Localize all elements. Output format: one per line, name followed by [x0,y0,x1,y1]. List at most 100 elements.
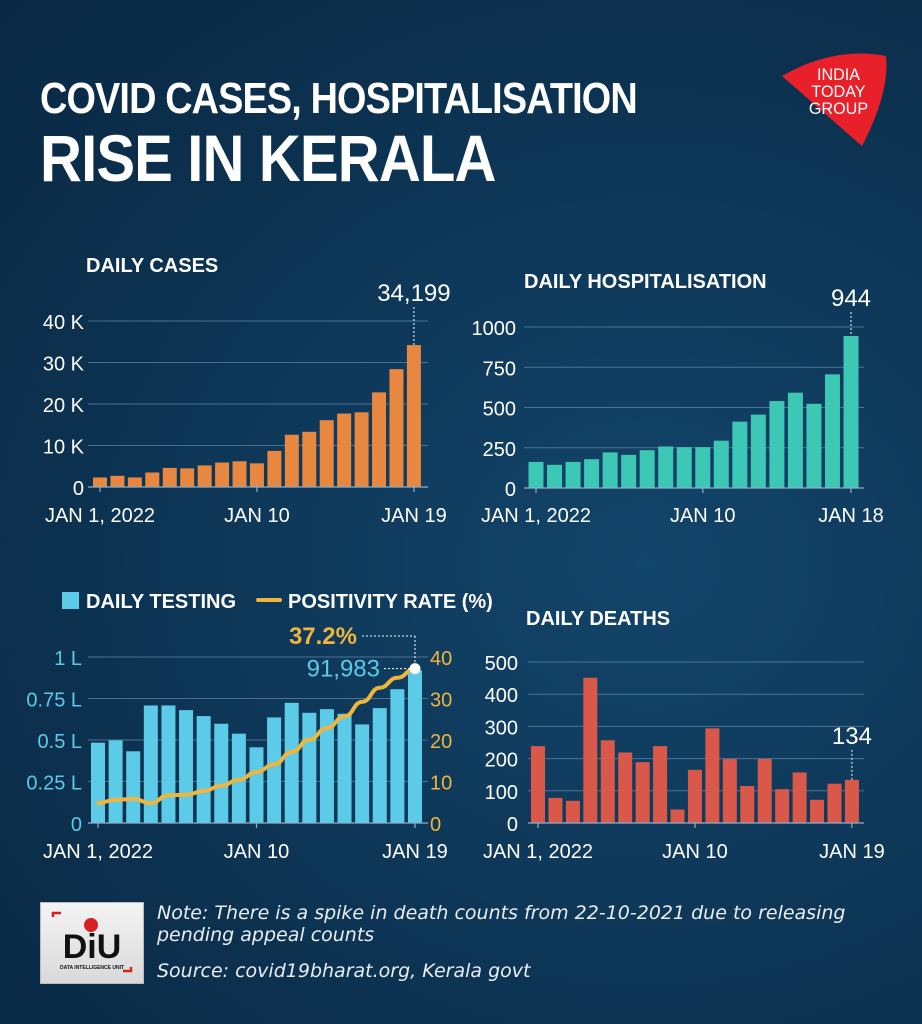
hosp-bar [584,459,600,488]
positivity-right-ytick-label: 20 [430,731,452,753]
deaths-bar [705,728,720,823]
positivity-right-ytick-label: 10 [430,773,452,795]
diu-logo-subtext: DATA INTELLIGENCE UNIT [60,965,124,971]
cases-ytick-label: 20 K [43,395,85,417]
hosp-xtick-label: JAN 18 [818,505,884,527]
hosp-bar [565,461,581,488]
logo-text-line3: GROUP [809,99,868,118]
cases-bar [267,450,282,487]
positivity-right-ytick-label: 40 [430,648,452,670]
cases-ytick-label: 40 K [43,312,85,334]
cases-bar [406,345,421,487]
positivity-right-ytick-label: 0 [430,814,441,836]
testing-annotation-label: 91,983 [307,656,380,683]
cases-ytick-label: 0 [73,478,84,500]
hosp-ytick-label: 500 [483,399,516,421]
testing-bar [390,689,405,823]
deaths-xtick-label: JAN 19 [819,841,885,863]
cases-bar [162,467,177,487]
deaths-ytick-label: 0 [507,814,518,836]
deaths-bar [792,772,807,823]
hosp-ytick-label: 750 [483,358,516,380]
diu-logo-text: DiU [63,928,122,966]
hosp-ytick-label: 0 [505,479,516,501]
deaths-ytick-label: 400 [485,685,518,707]
hosp-ytick-label: 250 [483,439,516,461]
deaths-xtick-label: JAN 10 [662,841,728,863]
testing-bar [196,716,211,823]
cases-bar [180,468,195,487]
hosp-bar [658,446,674,488]
hosp-xtick-label: JAN 1, 2022 [481,505,591,527]
cases-bar [302,431,317,487]
cases-ytick-label: 10 K [43,437,85,459]
testing-bar [302,712,317,823]
deaths-bar [687,769,702,823]
hosp-ytick-label: 1000 [472,318,517,340]
hosp-bar [750,414,766,488]
testing-bar [108,740,123,823]
legend-positivity-label: POSITIVITY RATE (%) [288,591,493,613]
logo-wedge-shape [782,53,887,146]
legend-testing-label: DAILY TESTING [86,591,236,613]
testing-left-ytick-label: 0.5 L [38,731,82,753]
footnote-text: Note: There is a spike in death counts f… [157,902,846,946]
testing-xtick-label: JAN 19 [382,841,448,863]
hosp-bar [824,374,840,488]
deaths-bar [810,799,825,823]
logo-text-line2: TODAY [811,82,865,101]
deaths-annotation-label: 134 [832,723,872,750]
cases-bar [337,413,352,487]
testing-left-ytick-label: 0.25 L [26,773,82,795]
testing-xtick-label: JAN 10 [224,841,290,863]
hosp-bar [528,461,544,488]
testing-bar [319,709,334,823]
cases-bar [354,412,369,487]
cases-xtick-label: JAN 19 [381,505,447,527]
source-text: Source: covid19bharat.org, Kerala govt [157,960,531,982]
testing-bar [372,708,387,823]
testing-bar [355,724,370,823]
hosp-bar [806,403,822,488]
headline-line2: RISE IN KERALA [40,121,496,195]
hosp-bar [695,447,711,488]
deaths-bar [775,789,790,823]
deaths-bar [670,809,685,823]
hosp-bar [547,464,563,488]
cases-bar [232,461,247,487]
deaths-chart-title: DAILY DEATHS [526,608,670,630]
cases-bar [197,465,212,487]
cases-bar [389,369,404,487]
legend-testing-swatch-icon [62,592,79,609]
logo-text-line1: INDIA [817,65,861,84]
hosp-bar [676,447,692,488]
india-today-group-logo: INDIA TODAY GROUP [782,53,887,146]
deaths-ytick-label: 100 [485,782,518,804]
testing-bar [126,751,141,823]
deaths-xtick-label: JAN 1, 2022 [483,841,593,863]
cases-chart-title: DAILY CASES [86,255,218,277]
hosp-bar [639,450,655,488]
cases-xtick-label: JAN 1, 2022 [45,505,155,527]
deaths-bar [757,758,772,823]
testing-bar [267,717,282,823]
testing-bar [407,670,422,823]
deaths-bar [653,746,668,823]
deaths-bar [531,746,545,823]
deaths-bar [618,752,633,823]
positivity-last-point-marker [409,663,421,675]
deaths-bar [635,762,650,823]
cases-bar [372,392,387,487]
cases-bar [127,477,142,487]
deaths-bar [722,758,737,823]
testing-bar [161,705,176,823]
hosp-bar [843,336,859,488]
cases-ytick-label: 30 K [43,354,85,376]
cases-bar [93,477,107,487]
hospitalisation-chart-title: DAILY HOSPITALISATION [524,271,767,293]
testing-xtick-label: JAN 1, 2022 [43,841,153,863]
cases-xtick-label: JAN 10 [224,505,290,527]
diu-logo-dot-icon [84,918,98,932]
cases-bar [249,463,264,487]
